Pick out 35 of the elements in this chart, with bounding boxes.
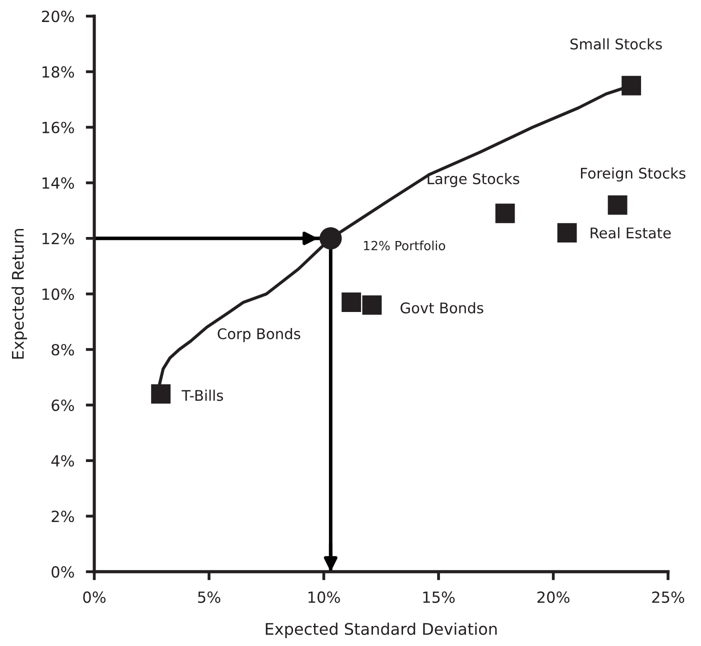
point — [557, 223, 577, 243]
y-tick-label: 8% — [52, 344, 74, 356]
x-tick-label: 0% — [83, 591, 106, 603]
y-tick-label: 4% — [51, 455, 74, 467]
y-tick-label: 16% — [42, 122, 74, 134]
point — [151, 384, 171, 404]
annotation: Govt Bonds — [400, 302, 484, 314]
y-tick-label: 12% — [42, 232, 74, 244]
annotation: Large Stocks — [428, 172, 520, 188]
x-axis-title: Expected Standard Deviation — [266, 622, 497, 638]
annotation: Small Stocks — [570, 38, 662, 50]
point — [608, 195, 628, 215]
x-tick-label: 5% — [198, 591, 220, 603]
annotation: Corp Bonds — [218, 328, 300, 342]
x-tick-label: 25% — [652, 591, 684, 603]
x-tick-label: 20% — [537, 591, 570, 603]
y-tick-label: 2% — [52, 510, 74, 522]
annotation: 12% Portfolio — [364, 240, 446, 250]
point — [320, 227, 342, 250]
y-tick-label: 18% — [42, 66, 74, 78]
y-tick-label: 10% — [42, 288, 74, 300]
x-tick-label: 15% — [423, 591, 455, 603]
y-tick-label: 6% — [52, 400, 74, 412]
point — [495, 204, 515, 224]
y-tick-label: 0% — [52, 566, 74, 578]
x-tick-label: 10% — [308, 591, 340, 603]
annotation: Real Estate — [590, 227, 671, 238]
annotation: Foreign Stocks — [580, 167, 686, 182]
point — [342, 292, 362, 312]
y-axis-title: Expected Return — [12, 228, 27, 359]
point — [362, 295, 382, 315]
point — [622, 76, 642, 96]
annotation: T-Bills — [182, 390, 224, 401]
y-tick-label: 20% — [42, 10, 74, 22]
y-tick-label: 14% — [42, 177, 74, 189]
